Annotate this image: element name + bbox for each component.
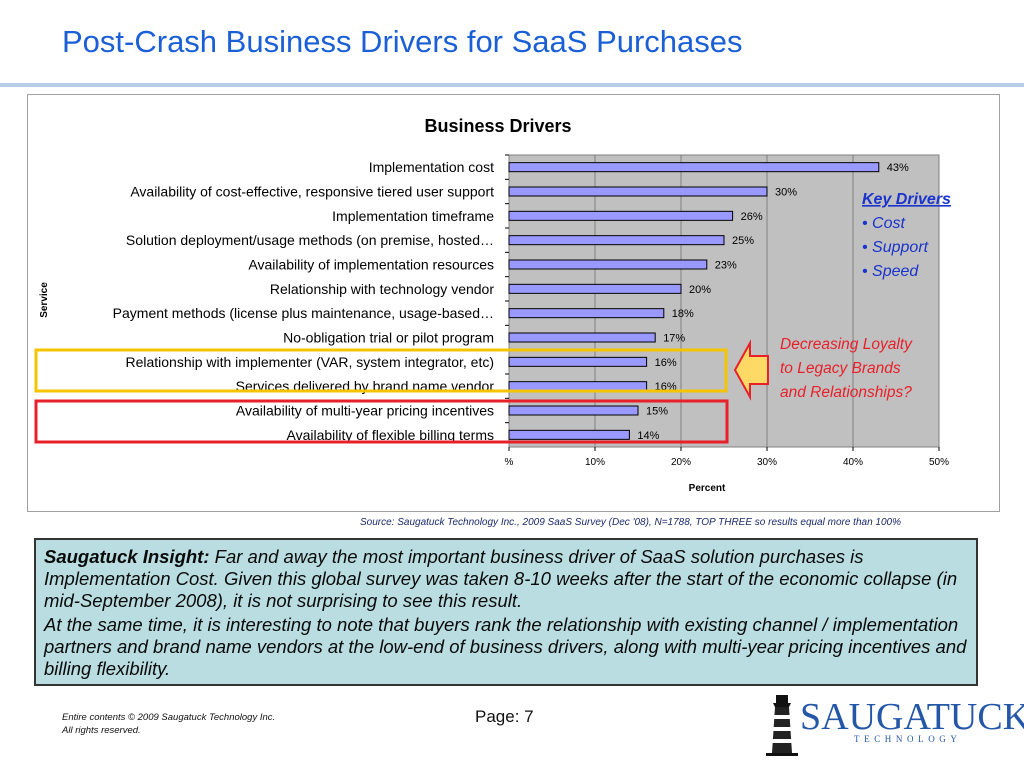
key-driver-speed: • Speed <box>862 263 919 280</box>
x-tick-labels: % 10% 20% 30% 40% 50% <box>505 457 950 468</box>
x-axis-title: Percent <box>689 483 726 494</box>
logo-subtext: TECHNOLOGY <box>854 734 962 744</box>
loyalty-note-line-3: and Relationships? <box>780 384 912 401</box>
bar <box>508 283 682 294</box>
data-label: 15% <box>646 406 668 418</box>
bar <box>508 259 708 270</box>
key-driver-support: • Support <box>862 239 929 256</box>
bar <box>508 429 630 440</box>
data-label: 20% <box>689 284 711 296</box>
data-label: 23% <box>715 260 737 272</box>
data-label: 17% <box>663 333 685 345</box>
data-labels: 43%30%26%25%23%20%18%17%16%16%15%14% <box>637 162 909 442</box>
left-arrow-icon <box>733 339 769 401</box>
footer-copyright: Entire contents © 2009 Saugatuck Technol… <box>62 711 275 737</box>
bar <box>508 405 639 416</box>
category-label: Implementation cost <box>369 159 494 175</box>
data-label: 30% <box>775 187 797 199</box>
x-tick-label: 10% <box>585 457 605 468</box>
data-label: 26% <box>741 211 763 223</box>
page-number: Page: 7 <box>475 707 534 726</box>
bars <box>508 162 880 440</box>
insight-paragraph-2: At the same time, it is interesting to n… <box>44 614 967 679</box>
x-tick-label: 20% <box>671 457 691 468</box>
x-tick-label: 40% <box>843 457 863 468</box>
category-labels: Implementation cost Availability of cost-… <box>113 159 495 443</box>
data-label: 18% <box>672 308 694 320</box>
key-drivers-title: Key Drivers <box>862 191 951 208</box>
x-tick-label: 30% <box>757 457 777 468</box>
category-label: Relationship with implementer (VAR, syst… <box>125 354 494 370</box>
business-drivers-chart: Business Drivers Implementation cost Avai… <box>34 116 951 494</box>
footer-line-1: Entire contents © 2009 Saugatuck Technol… <box>62 712 276 723</box>
footer-line-2: All rights reserved. <box>62 725 141 736</box>
data-label: 43% <box>887 162 909 174</box>
bar <box>508 235 725 246</box>
category-label: Payment methods (license plus maintenanc… <box>113 305 494 321</box>
category-label: Availability of flexible billing terms <box>287 427 495 443</box>
bar <box>508 356 648 367</box>
category-label: Availability of multi-year pricing incen… <box>236 403 494 419</box>
category-label: Solution deployment/usage methods (on pr… <box>126 232 494 248</box>
highlight-box-yellow <box>34 348 728 393</box>
chart-frame: Business Drivers Implementation cost Avai… <box>27 94 1000 512</box>
key-driver-cost: • Cost <box>862 215 906 232</box>
x-tick-label: 50% <box>929 457 949 468</box>
highlight-box-red <box>34 399 729 444</box>
saugatuck-logo: SAUGATUCK TECHNOLOGY <box>762 693 1024 757</box>
y-axis-title: Service <box>39 282 50 318</box>
insight-label: Saugatuck Insight: <box>44 546 210 567</box>
category-label: Availability of cost-effective, responsi… <box>130 184 494 200</box>
logo-wordmark: SAUGATUCK <box>800 696 1024 738</box>
bar <box>508 210 734 221</box>
title-divider <box>0 83 1024 87</box>
bar <box>508 308 665 319</box>
insight-text-1: Far and away the most important business… <box>44 546 958 611</box>
category-label: Relationship with technology vendor <box>270 281 494 297</box>
bar <box>508 332 656 343</box>
loyalty-note-line-2: to Legacy Brands <box>780 360 901 377</box>
data-label: 16% <box>655 357 677 369</box>
category-label: No-obligation trial or pilot program <box>283 330 494 346</box>
insight-paragraph-1: Saugatuck Insight: Far and away the most… <box>44 546 968 612</box>
chart-title: Business Drivers <box>424 116 571 136</box>
loyalty-note-line-1: Decreasing Loyalty <box>780 336 913 353</box>
category-label: Implementation timeframe <box>332 208 494 224</box>
bar <box>508 162 880 173</box>
source-note: Source: Saugatuck Technology Inc., 2009 … <box>360 517 902 528</box>
category-label: Availability of implementation resources <box>248 257 494 273</box>
x-tick-label: % <box>505 457 514 468</box>
data-label: 25% <box>732 235 754 247</box>
bar <box>508 381 648 392</box>
slide-title: Post-Crash Business Drivers for SaaS Pur… <box>62 24 743 59</box>
lighthouse-icon <box>766 695 798 756</box>
data-label: 14% <box>637 430 659 442</box>
insight-box: Saugatuck Insight: Far and away the most… <box>34 538 978 686</box>
bar <box>508 186 768 197</box>
plot-area <box>508 154 940 448</box>
